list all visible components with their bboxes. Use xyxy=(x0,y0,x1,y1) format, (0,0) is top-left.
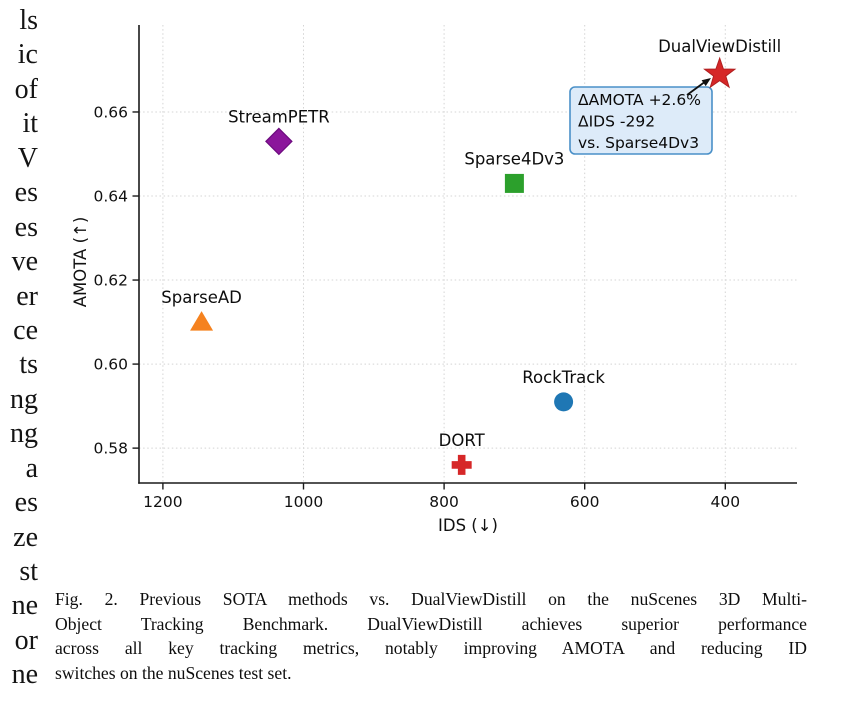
text-fragment: ls xyxy=(19,5,38,36)
annotation-line: ΔAMOTA +2.6% xyxy=(578,91,701,109)
marker-rocktrack xyxy=(554,392,574,412)
text-fragment: ng xyxy=(10,383,38,415)
text-fragment: ce xyxy=(13,314,38,346)
marker-dualviewdistill xyxy=(703,56,737,89)
text-fragment: ne xyxy=(11,659,38,691)
annotation-arrow xyxy=(686,81,705,96)
marker-sparse4dv3 xyxy=(504,173,524,193)
text-fragment: or xyxy=(14,624,38,656)
text-fragment: es xyxy=(14,487,38,519)
marker-streampetr xyxy=(265,127,293,156)
point-label-rocktrack: RockTrack xyxy=(522,368,605,387)
x-tick-label: 600 xyxy=(570,493,600,511)
caption-line: Fig. 2. Previous SOTA methods vs. DualVi… xyxy=(55,589,807,609)
annotation-line: vs. Sparse4Dv3 xyxy=(578,134,699,152)
caption-line: switches on the nuScenes test set. xyxy=(55,662,292,683)
text-fragment: it xyxy=(22,108,38,140)
text-fragment: ve xyxy=(11,246,38,278)
text-fragment: of xyxy=(14,73,38,105)
annotation-line: ΔIDS -292 xyxy=(578,113,655,131)
text-fragment: ng xyxy=(10,418,38,450)
point-label-sparsead: SparseAD xyxy=(161,288,242,307)
point-label-streampetr: StreamPETR xyxy=(228,107,330,126)
point-label-dort: DORT xyxy=(439,431,486,450)
y-axis-label: AMOTA (↑) xyxy=(71,217,90,308)
point-label-sparse4dv3: Sparse4Dv3 xyxy=(464,149,564,168)
text-fragment: er xyxy=(16,280,38,312)
x-tick-label: 1200 xyxy=(143,493,182,511)
y-tick-label: 0.66 xyxy=(93,103,128,121)
x-tick-label: 800 xyxy=(429,493,459,511)
annotation-arrowhead xyxy=(701,78,711,87)
marker-dort xyxy=(451,454,472,475)
marker-sparsead xyxy=(190,311,214,331)
y-tick-label: 0.64 xyxy=(93,188,128,206)
text-fragment: es xyxy=(14,211,38,243)
text-fragment: a xyxy=(25,452,38,484)
y-tick-label: 0.62 xyxy=(93,272,128,290)
point-label-dualviewdistill: DualViewDistill xyxy=(658,37,781,56)
caption-line: Object Tracking Benchmark. DualViewDisti… xyxy=(55,613,807,634)
x-axis-label: IDS (↓) xyxy=(438,516,498,535)
text-fragment: ic xyxy=(17,39,38,71)
x-tick-label: 1000 xyxy=(284,493,323,511)
text-fragment: ne xyxy=(11,590,38,622)
y-tick-label: 0.58 xyxy=(93,440,128,458)
y-tick-label: 0.60 xyxy=(93,356,128,374)
annotation-box xyxy=(569,86,713,155)
text-fragment: ts xyxy=(19,349,38,381)
figure-caption: Fig. 2. Previous SOTA methods vs. DualVi… xyxy=(55,587,807,685)
text-fragment: ze xyxy=(13,521,38,553)
text-fragment: st xyxy=(19,556,38,587)
x-tick-label: 400 xyxy=(710,493,740,511)
text-fragment: V xyxy=(17,142,38,174)
caption-line: across all key tracking metrics, notably… xyxy=(55,638,807,659)
scatter-plot: 1200 1000 800 600 400 0.66 0.64 0.62 0.60 0.58 IDS… xyxy=(71,25,797,535)
text-fragment: es xyxy=(14,177,38,209)
